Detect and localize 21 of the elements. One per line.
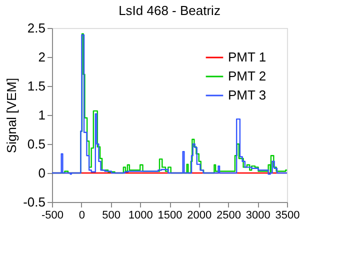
legend-label: PMT 3 [228,88,266,102]
x-tick-label: 1000 [128,210,153,222]
x-tick-label: -500 [41,210,64,222]
y-tick-label: 0.5 [27,136,46,152]
y-tick-label: 1 [38,108,46,122]
x-tick-label: 2500 [216,210,241,222]
y-tick-label: 1.5 [27,78,46,94]
x-tick-label: 500 [102,210,120,222]
y-tick-label: -0.5 [23,194,46,210]
y-tick-label: 2 [38,50,46,64]
x-tick-label: 3000 [246,210,270,222]
legend-label: PMT 2 [228,68,266,84]
y-tick-label: 0 [38,166,46,180]
legend-label: PMT 1 [228,50,266,64]
x-tick-label: 3500 [275,210,300,222]
y-axis-title: Signal [VEM] [4,78,20,154]
x-tick-label: 1500 [158,210,182,222]
x-tick-label: 0 [78,210,85,222]
x-tick-label: 2000 [187,210,212,222]
y-tick-label: 2.5 [27,20,46,36]
chart-title: LsId 468 - Beatriz [118,3,220,18]
